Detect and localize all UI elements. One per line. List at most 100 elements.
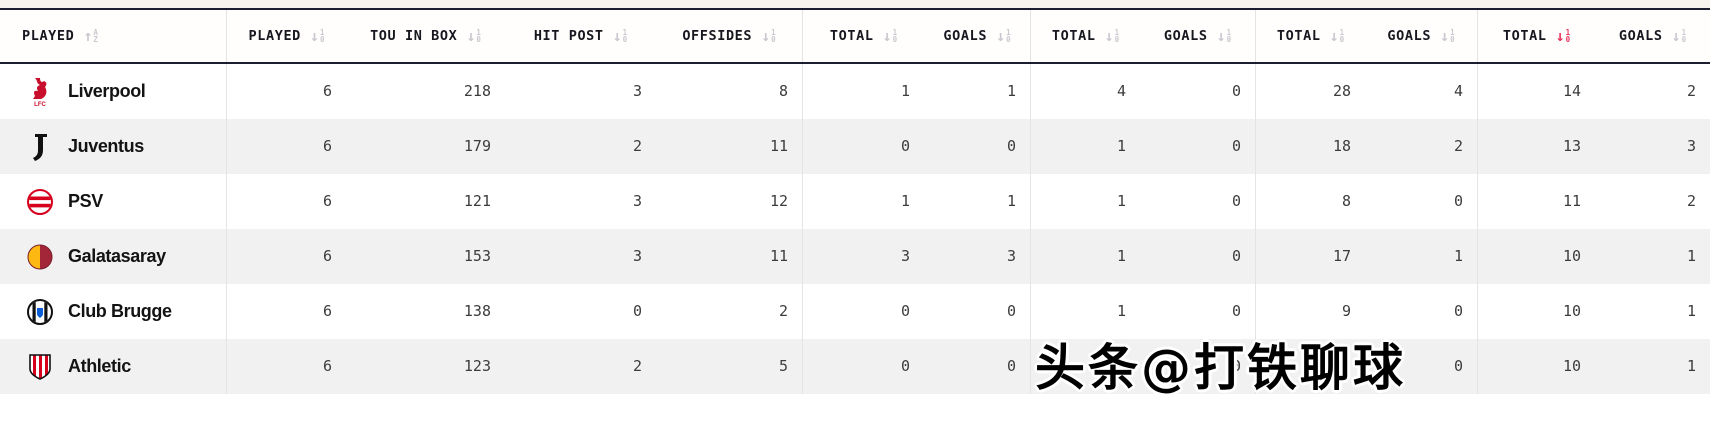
team-name: Athletic [68, 356, 131, 376]
sort-num-desc-icon: ↓ 1 0 [761, 27, 776, 45]
column-header-total-2[interactable]: TOTAL ↓ 1 0 [1030, 10, 1140, 62]
sort-num-desc-icon: ↓ 1 0 [1216, 27, 1232, 45]
cell-tou-in-box: 123 [463, 357, 491, 375]
column-header-goals-3[interactable]: GOALS ↓ 1 0 [1365, 10, 1477, 62]
cell-goals-4: 1 [1686, 357, 1696, 375]
column-header-goals-2[interactable]: GOALS ↓ 1 0 [1140, 10, 1255, 62]
liverpool-crest-icon: LFC [26, 77, 53, 107]
club-brugge-crest-icon [26, 298, 53, 325]
column-label: HIT POST [533, 28, 604, 44]
column-label: GOALS [943, 28, 988, 44]
team-cell[interactable]: Club Brugge [0, 284, 226, 339]
column-header-offsides[interactable]: OFFSIDES ↓ 1 0 [656, 10, 802, 62]
cell-total-2: 1 [1030, 229, 1140, 284]
cell-hit-post: 2 [632, 357, 642, 375]
cell-goals-3: 0 [1453, 302, 1463, 320]
cell-goals-4: 2 [1686, 192, 1696, 210]
cell-total-2: 1 [1030, 284, 1140, 339]
sort-num-desc-active-icon: ↓ 1 0 [1555, 27, 1571, 45]
sort-num-desc-icon: ↓ 1 0 [1440, 27, 1455, 45]
cell-goals-1: 0 [1006, 137, 1016, 155]
team-name: Juventus [68, 136, 144, 156]
cell-total-2: 4 [1030, 64, 1140, 119]
team-cell[interactable]: PSV [0, 174, 226, 229]
cell-played: 6 [226, 119, 346, 174]
cell-tou-in-box: 121 [463, 192, 491, 210]
table-row-club-brugge: Club Brugge 6 138 0 2 0 0 1 0 9 0 10 1 [0, 284, 1710, 339]
column-label: PLAYED [22, 28, 75, 44]
column-header-total-3[interactable]: TOTAL ↓ 1 0 [1255, 10, 1365, 62]
cell-total-3: 18 [1255, 119, 1365, 174]
sort-num-desc-icon: ↓ 1 0 [1329, 27, 1345, 45]
column-label: TOTAL [1276, 28, 1321, 44]
cell-goals-1: 0 [1006, 302, 1016, 320]
cell-total-1: 0 [802, 284, 924, 339]
cell-total-4: 14 [1477, 64, 1595, 119]
cell-offsides: 11 [769, 137, 788, 155]
column-header-tou-in-box[interactable]: TOU IN BOX ↓ 1 0 [346, 10, 505, 62]
table-row-psv: PSV 6 121 3 12 1 1 1 0 8 0 11 2 [0, 174, 1710, 229]
team-cell[interactable]: Juventus [0, 119, 226, 174]
team-name: Club Brugge [68, 301, 172, 321]
table-row-galatasaray: Galatasaray 6 153 3 11 3 3 1 0 17 1 10 1 [0, 229, 1710, 284]
column-label: OFFSIDES [682, 28, 753, 44]
cell-goals-3: 1 [1453, 247, 1463, 265]
psv-crest-icon [26, 188, 53, 215]
column-label: GOALS [1618, 28, 1663, 44]
cell-goals-4: 3 [1686, 137, 1696, 155]
cell-offsides: 5 [778, 357, 788, 375]
sort-num-desc-icon: ↓ 1 0 [466, 27, 481, 45]
column-header-goals-1[interactable]: GOALS ↓ 1 0 [924, 10, 1030, 62]
cell-total-2: 0 [1030, 339, 1140, 394]
cell-goals-2: 0 [1231, 357, 1241, 375]
cell-total-3: 28 [1255, 64, 1365, 119]
sort-num-desc-icon: ↓ 1 0 [309, 27, 325, 45]
team-cell[interactable]: Athletic [0, 339, 226, 394]
cell-goals-4: 1 [1686, 302, 1696, 320]
cell-goals-1: 0 [1006, 357, 1016, 375]
team-cell[interactable]: LFC Liverpool [0, 64, 226, 119]
galatasaray-crest-icon [26, 244, 53, 270]
cell-tou-in-box: 138 [463, 302, 491, 320]
cell-hit-post: 0 [632, 302, 642, 320]
cell-goals-4: 2 [1686, 82, 1696, 100]
sort-num-desc-icon: ↓ 1 0 [996, 27, 1011, 45]
cell-goals-3: 4 [1453, 82, 1463, 100]
page-top-strip [0, 0, 1710, 8]
column-header-team[interactable]: PLAYED ↑ A Z [0, 10, 226, 62]
sort-num-desc-icon: ↓ 1 0 [882, 27, 898, 45]
cell-offsides: 11 [769, 247, 788, 265]
cell-goals-1: 1 [1006, 192, 1016, 210]
cell-goals-2: 0 [1231, 137, 1241, 155]
column-header-hit-post[interactable]: HIT POST ↓ 1 0 [505, 10, 656, 62]
cell-goals-1: 3 [1006, 247, 1016, 265]
cell-goals-2: 0 [1231, 302, 1241, 320]
team-cell[interactable]: Galatasaray [0, 229, 226, 284]
column-header-total-1[interactable]: TOTAL ↓ 1 0 [802, 10, 924, 62]
cell-goals-3: 0 [1453, 192, 1463, 210]
cell-goals-2: 0 [1231, 192, 1241, 210]
cell-offsides: 12 [769, 192, 788, 210]
column-header-total-4[interactable]: TOTAL ↓ 1 0 [1477, 10, 1595, 62]
cell-tou-in-box: 153 [463, 247, 491, 265]
cell-played: 6 [226, 174, 346, 229]
cell-goals-2: 0 [1231, 247, 1241, 265]
cell-total-1: 0 [802, 119, 924, 174]
team-name: PSV [68, 191, 103, 211]
cell-offsides: 8 [778, 82, 788, 100]
column-label: TOU IN BOX [370, 28, 458, 44]
cell-tou-in-box: 179 [463, 137, 491, 155]
cell-hit-post: 3 [632, 82, 642, 100]
cell-hit-post: 2 [632, 137, 642, 155]
column-label: PLAYED [248, 28, 301, 44]
cell-total-2: 1 [1030, 119, 1140, 174]
column-header-goals-4[interactable]: GOALS ↓ 1 0 [1595, 10, 1710, 62]
table-row-athletic: Athletic 6 123 2 5 0 0 0 0 11 0 10 1 [0, 339, 1710, 394]
sort-num-desc-icon: ↓ 1 0 [1104, 27, 1120, 45]
cell-goals-3: 0 [1453, 357, 1463, 375]
cell-goals-3: 2 [1453, 137, 1463, 155]
column-header-played[interactable]: PLAYED ↓ 1 0 [226, 10, 346, 62]
cell-played: 6 [226, 339, 346, 394]
cell-total-1: 3 [802, 229, 924, 284]
